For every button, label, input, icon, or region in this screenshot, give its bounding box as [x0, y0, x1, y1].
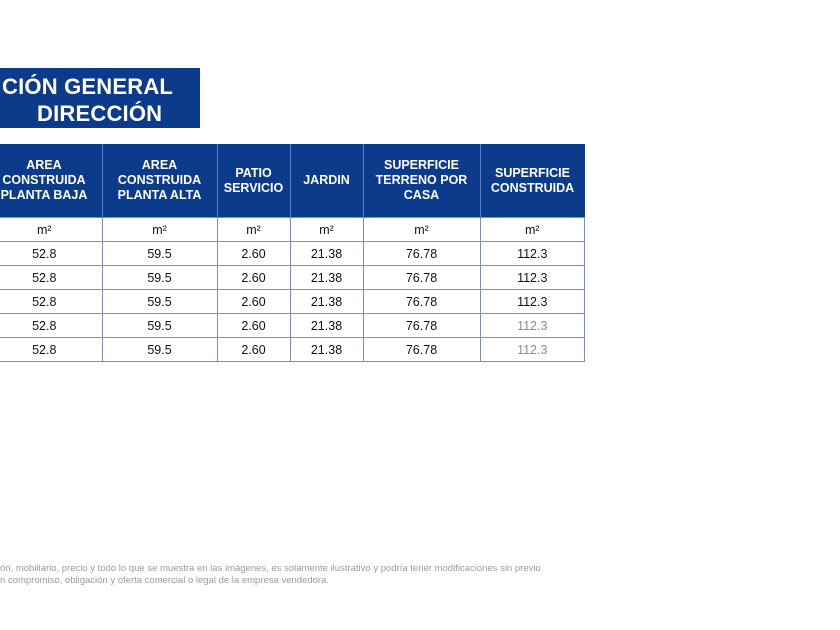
header-text: PATIO — [235, 165, 272, 180]
header-superficie-terreno: SUPERFICIE TERRENO POR CASA — [363, 144, 481, 218]
unit-cell: m² — [0, 217, 103, 242]
header-patio-servicio: PATIO SERVICIO — [217, 144, 291, 218]
title-banner: CIÓN GENERAL DIRECCIÓN — [0, 68, 200, 128]
table-cell: 2.60 — [216, 289, 291, 314]
table-cell: 59.5 — [101, 337, 218, 362]
table-cell: 76.78 — [362, 289, 481, 314]
unit-cell: m² — [362, 217, 481, 242]
table-cell: 2.60 — [216, 265, 291, 290]
header-row: AREA CONSTRUIDA PLANTA BAJA AREA CONSTRU… — [0, 144, 585, 218]
table-cell: 76.78 — [362, 241, 481, 266]
unit-cell: m² — [216, 217, 291, 242]
table-cell: 21.38 — [289, 313, 364, 338]
table-cell: 21.38 — [289, 289, 364, 314]
header-area-planta-alta: AREA CONSTRUIDA PLANTA ALTA — [102, 144, 218, 218]
table-cell: 112.3 — [479, 241, 585, 266]
table-row: 52.8 59.5 2.60 21.38 76.78 112.3 — [0, 241, 585, 266]
header-text: CONSTRUIDA — [2, 173, 86, 187]
header-text: AREA — [141, 158, 178, 172]
unit-cell: m² — [101, 217, 218, 242]
table-cell: 112.3 — [479, 265, 585, 290]
header-text: SERVICIO — [223, 180, 284, 195]
header-area-planta-baja: AREA CONSTRUIDA PLANTA BAJA — [0, 144, 103, 218]
header-text: TERRENO POR — [375, 173, 468, 187]
table-cell: 112.3 — [479, 289, 585, 314]
unit-cell: m² — [289, 217, 364, 242]
header-text: CONSTRUIDA — [117, 173, 202, 187]
table-cell: 59.5 — [101, 265, 218, 290]
table-cell: 2.60 — [216, 337, 291, 362]
table-cell: 52.8 — [0, 313, 103, 338]
table-cell: 52.8 — [0, 289, 103, 314]
disclaimer-line-1: ón, mobiliario, precio y todo lo que se … — [0, 563, 541, 574]
area-table: AREA CONSTRUIDA PLANTA BAJA AREA CONSTRU… — [0, 144, 585, 362]
table-cell: 59.5 — [101, 289, 218, 314]
header-text: PLANTA ALTA — [117, 188, 202, 202]
table-cell: 76.78 — [362, 337, 481, 362]
header-text: PLANTA BAJA — [0, 188, 88, 202]
header-text: CONSTRUIDA — [490, 180, 575, 195]
table-cell: 76.78 — [362, 313, 481, 338]
table-row: 52.8 59.5 2.60 21.38 76.78 112.3 — [0, 313, 585, 338]
units-row: m² m² m² m² m² m² — [0, 217, 585, 242]
table-cell: 52.8 — [0, 241, 103, 266]
table-row: 52.8 59.5 2.60 21.38 76.78 112.3 — [0, 337, 585, 362]
disclaimer-line-2: n compromiso, obligación y oferta comerc… — [0, 575, 329, 586]
disclaimer-text: ón, mobiliario, precio y todo lo que se … — [0, 563, 541, 587]
table-cell: 76.78 — [362, 265, 481, 290]
table-cell: 2.60 — [216, 313, 291, 338]
table-row: 52.8 59.5 2.60 21.38 76.78 112.3 — [0, 265, 585, 290]
table-cell: 112.3 — [479, 337, 585, 362]
table-cell: 21.38 — [289, 265, 364, 290]
table-row: 52.8 59.5 2.60 21.38 76.78 112.3 — [0, 289, 585, 314]
header-text: AREA — [26, 158, 62, 172]
header-text: CASA — [403, 188, 440, 202]
header-text: JARDIN — [303, 173, 350, 187]
header-jardin: JARDIN — [290, 144, 364, 218]
header-text: SUPERFICIE — [383, 158, 459, 172]
table-cell: 21.38 — [289, 241, 364, 266]
table-cell: 52.8 — [0, 265, 103, 290]
title-line-1: CIÓN GENERAL — [2, 74, 174, 99]
header-superficie-construida: SUPERFICIE CONSTRUIDA — [480, 144, 585, 218]
table-cell: 59.5 — [101, 241, 218, 266]
header-text: SUPERFICIE — [494, 165, 570, 180]
unit-cell: m² — [479, 217, 585, 242]
table-cell: 112.3 — [479, 313, 585, 338]
table-cell: 52.8 — [0, 337, 103, 362]
table-cell: 59.5 — [101, 313, 218, 338]
table-cell: 21.38 — [289, 337, 364, 362]
title-line-2: DIRECCIÓN — [37, 101, 163, 126]
table-cell: 2.60 — [216, 241, 291, 266]
